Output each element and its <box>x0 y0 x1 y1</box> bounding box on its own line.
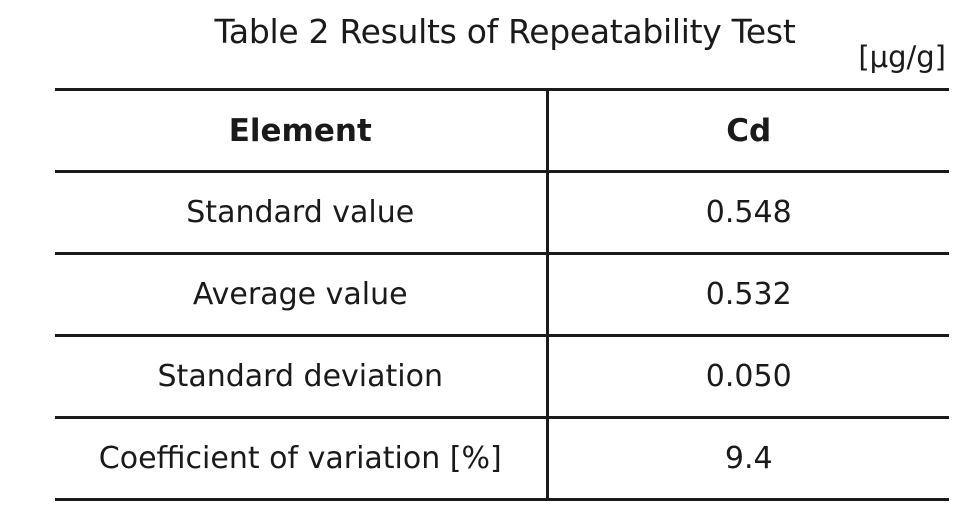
row-value: 0.532 <box>547 252 949 336</box>
table-row: Average value 0.532 <box>55 252 949 336</box>
table-title: Table 2 Results of Repeatability Test <box>214 12 796 51</box>
row-label: Standard value <box>55 170 549 254</box>
table-row: Standard value 0.548 <box>55 170 949 254</box>
row-value: 9.4 <box>547 416 949 501</box>
row-value: 0.548 <box>547 170 949 254</box>
results-table: Element Cd Standard value 0.548 Average … <box>55 88 949 501</box>
unit-label: [μg/g] <box>858 40 946 74</box>
header-row: Element Cd <box>55 88 949 172</box>
row-label: Coefficient of variation [%] <box>55 416 549 501</box>
row-label: Average value <box>55 252 549 336</box>
column-header-element: Element <box>55 88 549 172</box>
row-label: Standard deviation <box>55 334 549 418</box>
table-row: Coefficient of variation [%] 9.4 <box>55 416 949 501</box>
row-value: 0.050 <box>547 334 949 418</box>
column-header-cd: Cd <box>547 88 949 172</box>
table-row: Standard deviation 0.050 <box>55 334 949 418</box>
